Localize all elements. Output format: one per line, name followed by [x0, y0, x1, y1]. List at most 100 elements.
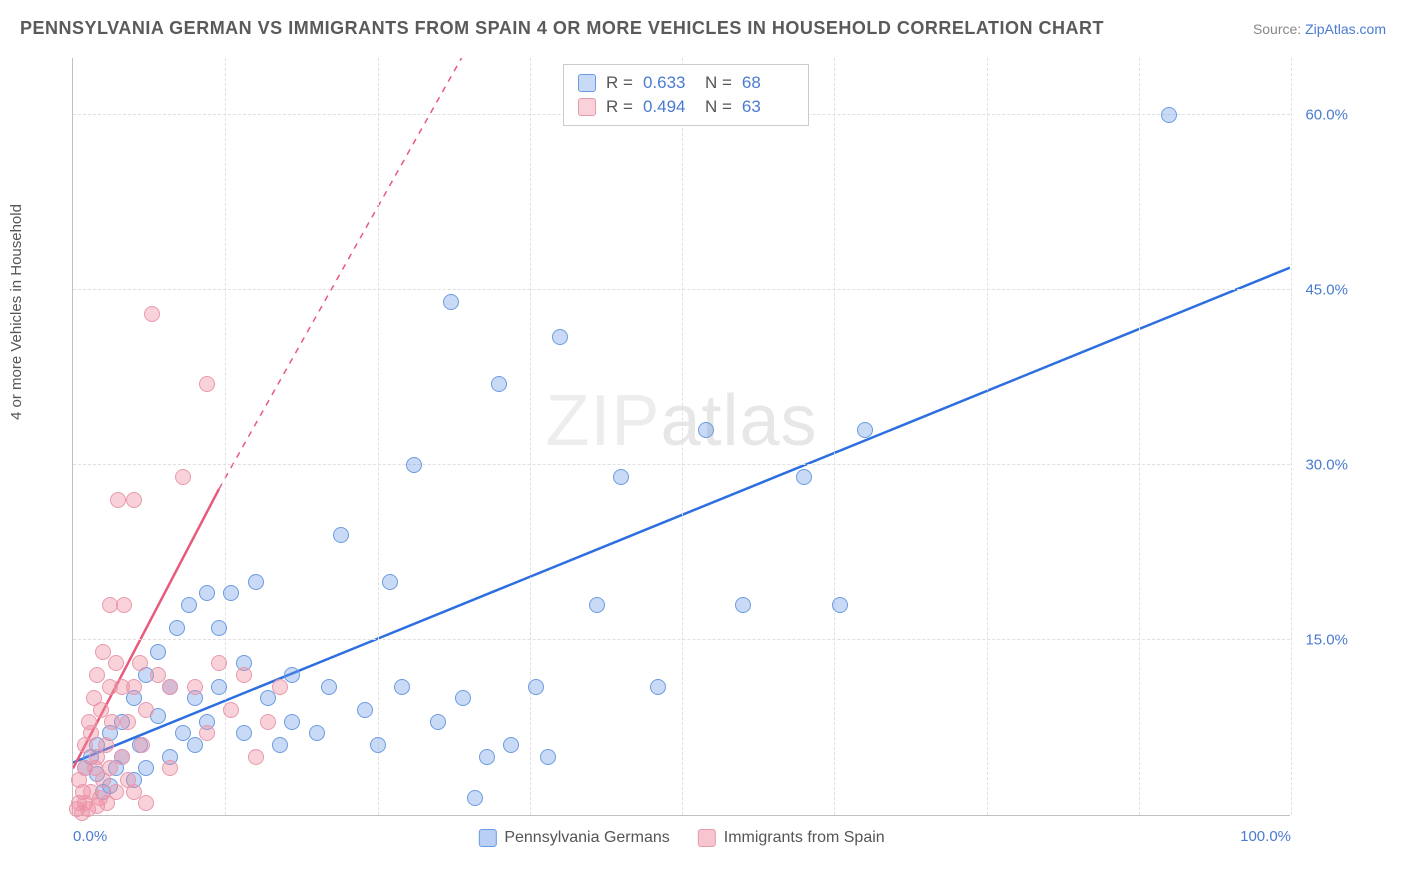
point-series1 [552, 329, 568, 345]
gridline-v [987, 58, 988, 815]
point-series1 [236, 725, 252, 741]
point-series2 [98, 737, 114, 753]
point-series1 [394, 679, 410, 695]
gridline-v [530, 58, 531, 815]
point-series2 [199, 376, 215, 392]
point-series1 [169, 620, 185, 636]
point-series2 [144, 306, 160, 322]
point-series1 [650, 679, 666, 695]
point-series1 [138, 760, 154, 776]
point-series1 [698, 422, 714, 438]
point-series1 [491, 376, 507, 392]
point-series2 [260, 714, 276, 730]
point-series2 [108, 655, 124, 671]
point-series1 [260, 690, 276, 706]
point-series2 [162, 679, 178, 695]
point-series2 [120, 714, 136, 730]
point-series2 [175, 469, 191, 485]
n-value-1: 68 [742, 73, 794, 93]
n-prefix-2: N = [705, 97, 732, 117]
point-series1 [284, 714, 300, 730]
point-series1 [181, 597, 197, 613]
point-series2 [138, 795, 154, 811]
y-tick-label: 15.0% [1305, 632, 1348, 649]
chart-header: PENNSYLVANIA GERMAN VS IMMIGRANTS FROM S… [20, 18, 1386, 39]
point-series1 [272, 737, 288, 753]
gridline-v [834, 58, 835, 815]
point-series2 [102, 597, 118, 613]
point-series1 [540, 749, 556, 765]
r-value-1: 0.633 [643, 73, 695, 93]
correlation-legend: R = 0.633 N = 68 R = 0.494 N = 63 [563, 64, 809, 126]
n-value-2: 63 [742, 97, 794, 117]
point-series2 [223, 702, 239, 718]
r-prefix-2: R = [606, 97, 633, 117]
point-series2 [108, 784, 124, 800]
point-series1 [333, 527, 349, 543]
gridline-v [682, 58, 683, 815]
source-prefix: Source: [1253, 21, 1305, 37]
point-series1 [382, 574, 398, 590]
legend-row-series1: R = 0.633 N = 68 [578, 71, 794, 95]
legend-label-1: Pennsylvania Germans [504, 829, 669, 847]
point-series1 [1161, 107, 1177, 123]
point-series2 [187, 679, 203, 695]
point-series1 [503, 737, 519, 753]
point-series1 [528, 679, 544, 695]
gridline-v [1139, 58, 1140, 815]
source-link[interactable]: ZipAtlas.com [1305, 21, 1386, 37]
point-series1 [406, 457, 422, 473]
x-tick-label: 0.0% [73, 828, 107, 845]
watermark-thin: atlas [660, 381, 817, 461]
point-series1 [211, 679, 227, 695]
legend-swatch-1 [578, 74, 596, 92]
series-legend: Pennsylvania Germans Immigrants from Spa… [478, 829, 884, 847]
legend-row-series2: R = 0.494 N = 63 [578, 95, 794, 119]
point-series2 [116, 597, 132, 613]
n-prefix-1: N = [705, 73, 732, 93]
chart-area: ZIPatlas R = 0.633 N = 68 R = 0.494 N = … [50, 58, 1330, 828]
point-series2 [248, 749, 264, 765]
point-series1 [248, 574, 264, 590]
point-series2 [83, 725, 99, 741]
y-tick-label: 60.0% [1305, 107, 1348, 124]
point-series1 [613, 469, 629, 485]
point-series1 [321, 679, 337, 695]
scatter-plot: ZIPatlas R = 0.633 N = 68 R = 0.494 N = … [72, 58, 1290, 816]
gridline-v [225, 58, 226, 815]
legend-item-2: Immigrants from Spain [698, 829, 885, 847]
point-series1 [370, 737, 386, 753]
point-series2 [162, 760, 178, 776]
point-series1 [467, 790, 483, 806]
y-tick-label: 45.0% [1305, 282, 1348, 299]
point-series2 [126, 492, 142, 508]
point-series1 [796, 469, 812, 485]
point-series1 [187, 737, 203, 753]
point-series2 [138, 702, 154, 718]
point-series2 [272, 679, 288, 695]
point-series1 [430, 714, 446, 730]
point-series2 [126, 679, 142, 695]
legend-item-1: Pennsylvania Germans [478, 829, 669, 847]
point-series2 [132, 655, 148, 671]
point-series1 [150, 644, 166, 660]
point-series1 [357, 702, 373, 718]
r-value-2: 0.494 [643, 97, 695, 117]
gridline-v [378, 58, 379, 815]
r-prefix-1: R = [606, 73, 633, 93]
point-series1 [455, 690, 471, 706]
point-series1 [832, 597, 848, 613]
point-series1 [211, 620, 227, 636]
legend-label-2: Immigrants from Spain [724, 829, 885, 847]
point-series2 [211, 655, 227, 671]
point-series1 [735, 597, 751, 613]
x-tick-label: 100.0% [1240, 828, 1291, 845]
watermark-bold: ZIP [545, 381, 660, 461]
point-series2 [114, 749, 130, 765]
legend-bottom-swatch-2 [698, 829, 716, 847]
point-series1 [479, 749, 495, 765]
point-series1 [857, 422, 873, 438]
gridline-v [1291, 58, 1292, 815]
point-series1 [199, 585, 215, 601]
point-series1 [309, 725, 325, 741]
